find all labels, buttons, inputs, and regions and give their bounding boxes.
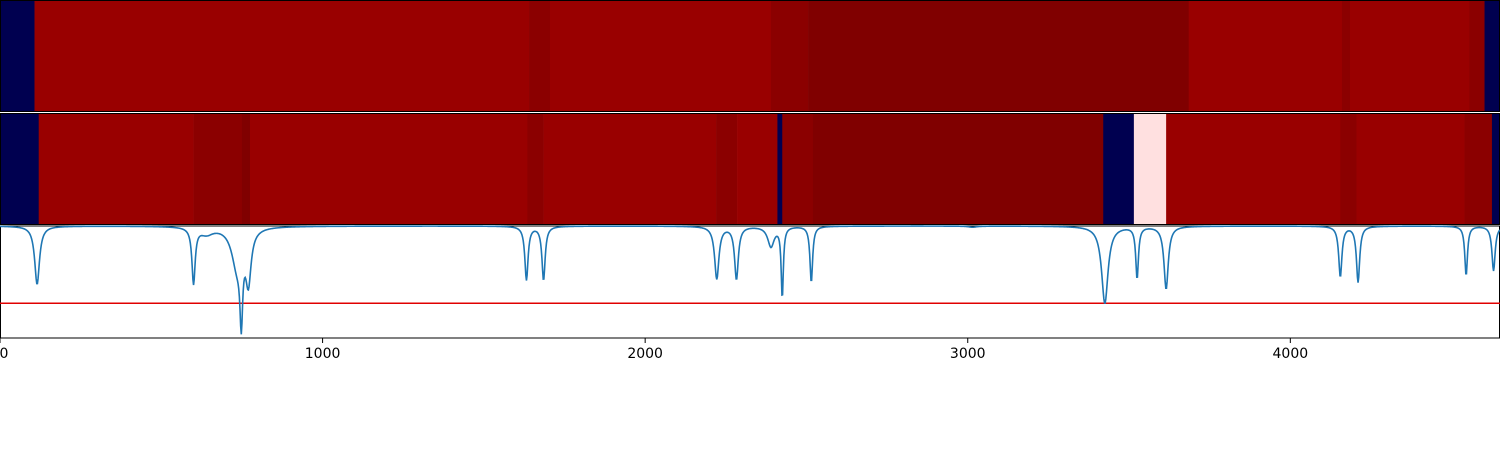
heatmap-cell bbox=[529, 0, 551, 112]
heatmap-cell bbox=[1469, 0, 1485, 112]
heatmap-cell bbox=[770, 0, 809, 112]
heatmap-cell bbox=[1103, 113, 1135, 225]
heatmap-cell bbox=[0, 0, 35, 112]
signal-line bbox=[0, 225, 1500, 335]
heatmap-cell bbox=[808, 0, 1190, 112]
heatmap-cell bbox=[1464, 113, 1493, 225]
heatmap-cell bbox=[1350, 0, 1470, 112]
x-tick-label: 4000 bbox=[1273, 346, 1309, 362]
heatmap-cell bbox=[812, 113, 1104, 225]
heatmap-cell bbox=[1356, 113, 1465, 225]
heatmap-cell bbox=[193, 113, 243, 225]
heatmap-cell bbox=[1133, 113, 1167, 225]
heatmap-cell bbox=[250, 113, 528, 225]
x-tick-label: 2000 bbox=[627, 346, 663, 362]
x-tick-label: 3000 bbox=[950, 346, 986, 362]
heatmap-cell bbox=[716, 113, 738, 225]
heatmap-cell bbox=[550, 0, 772, 112]
heatmap-cell bbox=[543, 113, 717, 225]
heatmap-cell bbox=[0, 113, 40, 225]
x-tick-label: 0 bbox=[0, 346, 8, 362]
line-panel-frame bbox=[0, 225, 1500, 339]
heatmap-cell bbox=[38, 113, 194, 225]
heatmap-cell bbox=[1188, 0, 1343, 112]
heatmap-cell bbox=[241, 113, 251, 225]
heatmap-cell bbox=[737, 113, 778, 225]
heatmap-cell bbox=[1484, 0, 1500, 112]
heatmap-cell bbox=[1341, 0, 1351, 112]
heatmap-cell bbox=[1340, 113, 1357, 225]
x-tick-label: 1000 bbox=[305, 346, 341, 362]
heatmap-cell bbox=[1166, 113, 1341, 225]
heatmap-cell bbox=[34, 0, 530, 112]
heatmap-cell bbox=[777, 113, 783, 225]
heatmap-cell bbox=[782, 113, 814, 225]
heatmap-cell bbox=[1491, 113, 1500, 225]
heatmap-cell bbox=[527, 113, 544, 225]
